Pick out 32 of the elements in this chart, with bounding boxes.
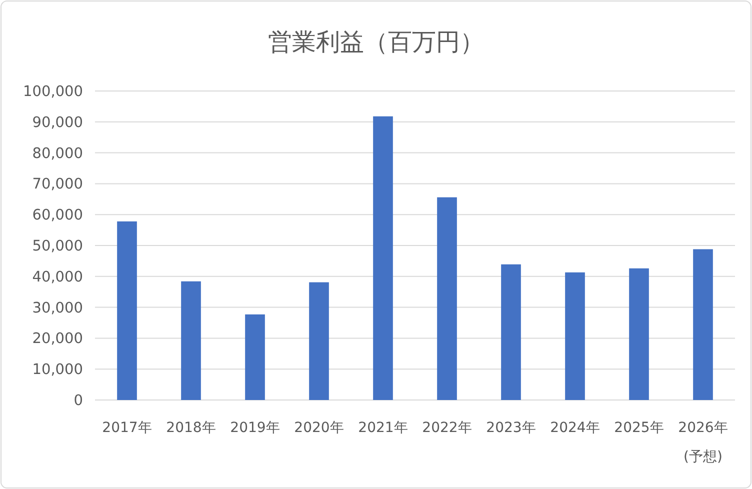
y-tick-label: 60,000	[32, 208, 83, 224]
x-tick-label: 2024年	[550, 420, 600, 436]
y-tick-label: 80,000	[32, 146, 83, 162]
y-tick-label: 90,000	[32, 114, 83, 131]
bar	[245, 314, 265, 400]
x-tick-label: 2023年	[486, 420, 536, 436]
x-tick-label: 2021年	[358, 420, 408, 436]
x-tick-label: 2026年 (予想)	[678, 420, 728, 465]
y-tick-label: 20,000	[32, 331, 83, 348]
x-tick-label: 2022年	[422, 420, 472, 436]
y-tick-label: 0	[74, 393, 83, 409]
bar	[373, 116, 393, 400]
chart-title: 営業利益（百万円）	[268, 28, 484, 56]
y-tick-label: 50,000	[32, 238, 83, 254]
x-tick-label: 2020年	[294, 420, 344, 436]
bar	[629, 268, 649, 400]
bar	[437, 197, 457, 400]
bar	[181, 281, 201, 400]
x-tick-label: 2018年	[166, 420, 216, 436]
y-tick-label: 100,000	[23, 84, 83, 100]
y-tick-label: 10,000	[32, 362, 83, 378]
bar	[117, 221, 137, 400]
bar	[501, 264, 521, 400]
y-tick-label: 70,000	[32, 176, 83, 193]
x-tick-label: 2019年	[230, 420, 280, 436]
y-tick-label: 30,000	[32, 300, 83, 316]
bar	[693, 249, 713, 400]
bar	[565, 272, 585, 400]
bar	[309, 282, 329, 400]
x-tick-label: 2025年	[614, 420, 664, 436]
y-tick-label: 40,000	[32, 269, 83, 286]
x-tick-label: 2017年	[102, 420, 152, 436]
